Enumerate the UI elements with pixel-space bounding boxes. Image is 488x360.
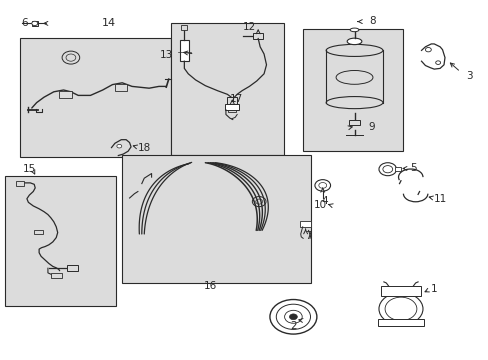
Bar	[67, 265, 78, 271]
Text: 2: 2	[289, 321, 296, 331]
Bar	[181, 25, 187, 30]
Circle shape	[378, 163, 396, 176]
Text: 11: 11	[432, 194, 446, 204]
Text: 8: 8	[368, 16, 375, 26]
Bar	[115, 84, 127, 91]
Circle shape	[435, 61, 440, 64]
Bar	[228, 107, 236, 112]
Bar	[299, 221, 311, 227]
Ellipse shape	[378, 293, 422, 325]
Bar	[377, 319, 424, 326]
Circle shape	[284, 310, 302, 323]
Bar	[34, 230, 43, 234]
Bar	[224, 104, 238, 110]
Circle shape	[117, 144, 122, 148]
Circle shape	[276, 304, 310, 329]
Circle shape	[269, 300, 316, 334]
Bar	[394, 167, 400, 171]
Bar	[381, 286, 420, 296]
Circle shape	[314, 180, 330, 191]
Text: 12: 12	[242, 22, 256, 32]
Text: 17: 17	[229, 94, 243, 104]
Text: 9: 9	[367, 122, 374, 132]
Bar	[180, 40, 188, 61]
Text: 16: 16	[203, 281, 217, 291]
Circle shape	[318, 183, 326, 188]
Text: 1: 1	[430, 284, 437, 294]
Text: 6: 6	[21, 18, 28, 28]
Circle shape	[289, 314, 297, 320]
Bar	[32, 21, 38, 26]
Text: 14: 14	[102, 18, 115, 28]
Bar	[51, 273, 62, 278]
Bar	[303, 29, 403, 151]
Bar	[16, 181, 24, 186]
Bar	[227, 97, 237, 104]
Ellipse shape	[384, 297, 416, 321]
Bar	[171, 23, 283, 155]
Bar	[59, 91, 72, 98]
Text: 4: 4	[321, 196, 327, 206]
Text: 18: 18	[137, 143, 151, 153]
Bar	[122, 155, 310, 283]
Text: 3: 3	[465, 71, 472, 81]
Circle shape	[425, 48, 430, 52]
Bar	[348, 120, 360, 125]
Bar	[20, 38, 171, 157]
Text: 10: 10	[313, 200, 326, 210]
Bar	[5, 176, 116, 306]
Ellipse shape	[349, 28, 358, 32]
Circle shape	[382, 166, 392, 173]
Text: 5: 5	[409, 163, 416, 174]
Bar	[253, 33, 263, 39]
Ellipse shape	[346, 38, 361, 45]
Text: 15: 15	[22, 164, 36, 174]
Circle shape	[32, 21, 38, 26]
Text: 7: 7	[304, 231, 311, 241]
Text: 13: 13	[159, 50, 173, 60]
